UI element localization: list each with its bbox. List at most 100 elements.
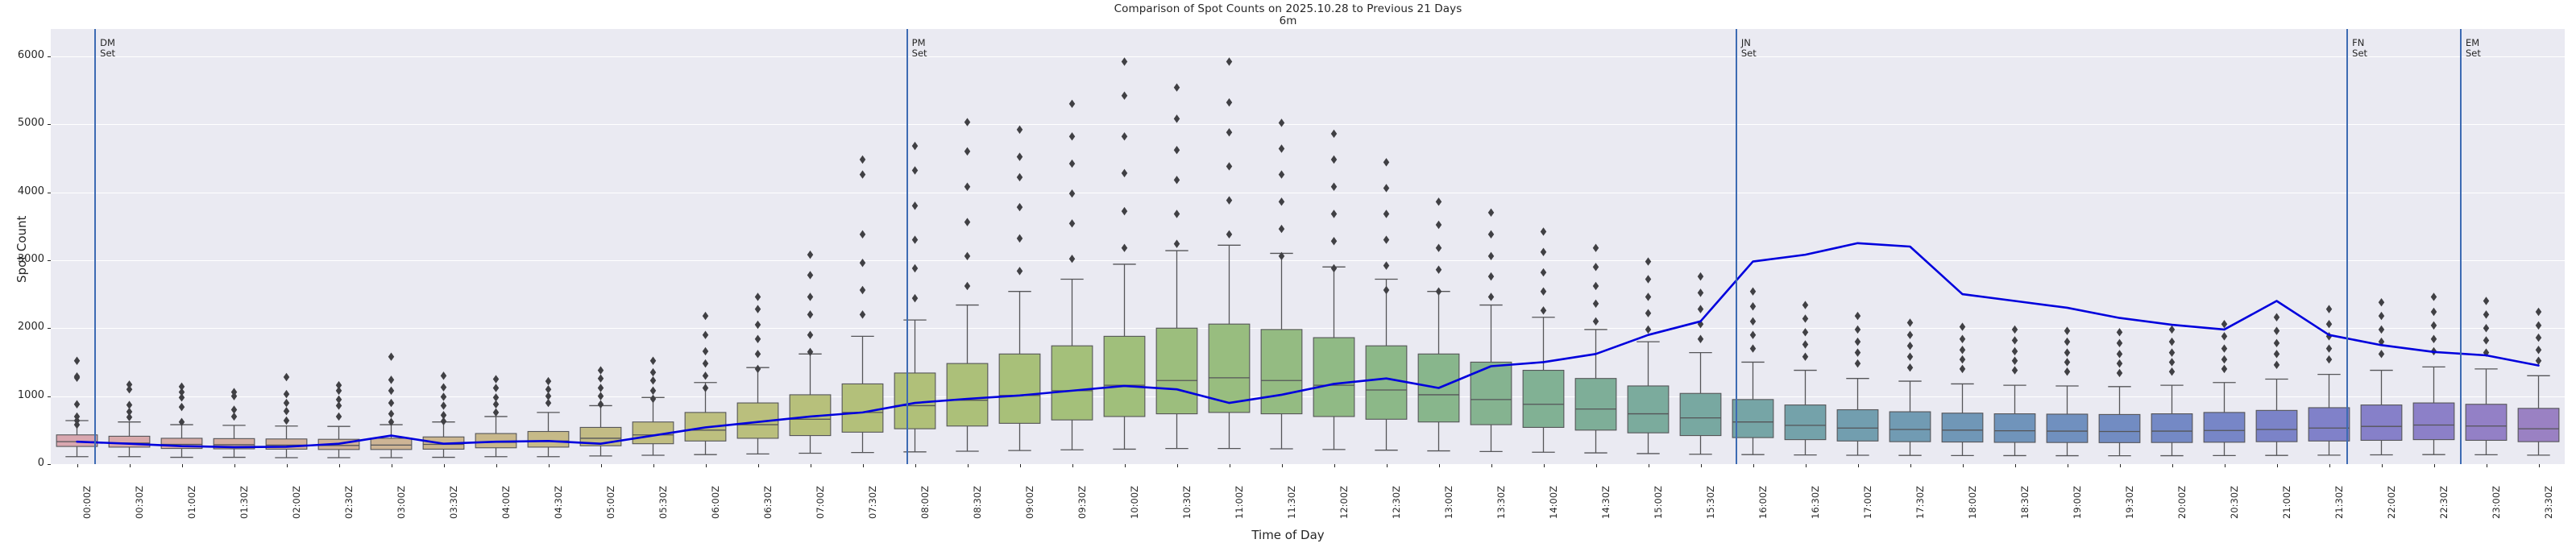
vertical-marker-line (2346, 29, 2349, 464)
outlier-marker (911, 201, 919, 210)
x-tick-mark (548, 464, 550, 467)
outlier-marker (178, 382, 185, 392)
x-tick-label: 13:00Z (1442, 485, 1454, 519)
plot-area: DM Set PM Set JN Set FN Set EM Set (51, 29, 2565, 464)
x-tick-label: 01:00Z (185, 485, 197, 519)
outlier-marker (492, 384, 500, 392)
outlier-marker (702, 384, 709, 392)
outlier-marker (964, 281, 971, 291)
vertical-marker-line (2460, 29, 2462, 464)
x-tick-label: 15:00Z (1652, 485, 1664, 519)
x-tick-mark (653, 464, 654, 467)
outlier-marker (388, 409, 395, 418)
x-tick-mark (967, 464, 969, 467)
outlier-marker (2273, 350, 2280, 359)
x-tick-label: 02:30Z (342, 485, 355, 519)
outlier-marker (2221, 332, 2228, 341)
boxplot-box (2255, 313, 2298, 456)
outlier-marker (1383, 235, 1390, 244)
outlier-marker (1435, 220, 1442, 230)
x-tick-label: 12:00Z (1338, 485, 1350, 519)
outlier-marker (1959, 334, 1966, 343)
outlier-marker (1592, 243, 1599, 252)
x-tick-label: 10:00Z (1128, 485, 1140, 519)
outlier-marker (73, 371, 81, 381)
outlier-marker (2273, 360, 2280, 370)
vertical-marker-label: EM Set (2466, 37, 2481, 59)
outlier-marker (388, 352, 395, 361)
x-tick-label: 05:00Z (604, 485, 616, 519)
outlier-marker (1330, 155, 1338, 164)
gridline (51, 56, 2565, 57)
outlier-marker (964, 251, 971, 261)
boxplot-box (1365, 158, 1408, 451)
x-tick-mark (2329, 464, 2330, 467)
outlier-marker (2116, 328, 2123, 337)
outlier-marker (754, 292, 761, 301)
outlier-marker (2064, 358, 2071, 367)
outlier-marker (2325, 355, 2333, 364)
outlier-marker (2325, 305, 2333, 313)
x-tick-label: 08:30Z (971, 485, 983, 519)
x-tick-mark (1491, 464, 1492, 467)
outlier-marker (1121, 132, 1128, 141)
boxplot-box (1155, 83, 1198, 450)
outlier-marker (1016, 267, 1023, 276)
outlier-marker (1383, 261, 1390, 270)
outlier-marker (178, 393, 185, 402)
outlier-marker (911, 263, 919, 273)
outlier-marker (1959, 322, 1966, 331)
x-tick-label: 01:30Z (238, 485, 250, 519)
x-tick-mark (1019, 464, 1021, 467)
outlier-marker (754, 350, 761, 359)
x-tick-mark (2119, 464, 2121, 467)
boxplot-box (1679, 272, 1722, 455)
outlier-marker (964, 147, 971, 156)
outlier-marker (1173, 239, 1180, 248)
x-tick-mark (1962, 464, 1964, 467)
outlier-marker (2325, 332, 2333, 341)
outlier-marker (2378, 311, 2385, 321)
y-tick-label: 6000 (17, 48, 44, 61)
x-tick-label: 23:30Z (2542, 485, 2554, 519)
outlier-marker (1278, 197, 1285, 206)
x-tick-label: 03:30Z (447, 485, 459, 519)
outlier-marker (1226, 196, 1233, 205)
outlier-marker (1330, 237, 1338, 246)
x-tick-label: 00:00Z (81, 485, 93, 519)
x-tick-mark (2276, 464, 2278, 467)
x-tick-label: 18:30Z (2018, 485, 2031, 519)
outlier-marker (2430, 292, 2437, 301)
x-tick-label: 09:00Z (1023, 485, 1035, 519)
outlier-marker (178, 402, 185, 412)
outlier-marker (492, 393, 500, 402)
outlier-marker (1278, 118, 1285, 127)
outlier-marker (1330, 209, 1338, 218)
x-tick-mark (1595, 464, 1597, 467)
outlier-marker (126, 413, 133, 421)
outlier-marker (807, 330, 814, 339)
x-tick-mark (77, 464, 78, 467)
x-tick-mark (1805, 464, 1807, 467)
outlier-marker (807, 271, 814, 280)
boxplot-box (632, 356, 674, 456)
outlier-marker (2011, 325, 2018, 334)
boxplot-box (2098, 328, 2141, 457)
plot-clip: DM Set PM Set JN Set FN Set EM Set (51, 29, 2565, 464)
outlier-marker (1068, 219, 1076, 228)
outlier-marker (2483, 297, 2490, 305)
outlier-marker (597, 366, 604, 375)
x-tick-mark (1857, 464, 1859, 467)
outlier-marker (1068, 159, 1076, 168)
boxplot-box (1208, 57, 1251, 450)
outlier-marker (2221, 364, 2228, 374)
outlier-marker (1278, 224, 1285, 234)
y-tick-label: 2000 (17, 321, 44, 334)
outlier-marker (178, 388, 185, 396)
x-tick-mark (757, 464, 759, 467)
x-tick-mark (1124, 464, 1126, 467)
outlier-marker (2430, 307, 2437, 317)
outlier-marker (2064, 367, 2071, 376)
outlier-marker (2273, 326, 2280, 335)
outlier-marker (1487, 251, 1495, 261)
